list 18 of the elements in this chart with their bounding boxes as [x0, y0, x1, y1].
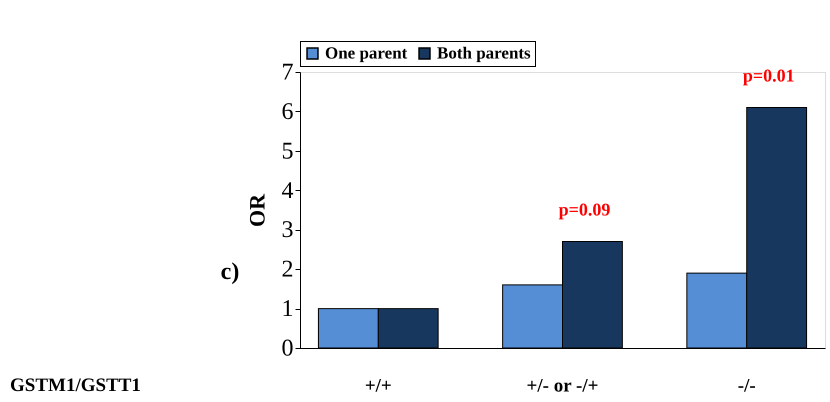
y-tick-label: 3 — [282, 217, 294, 244]
y-tick-label: 2 — [282, 256, 294, 283]
text: c) — [220, 259, 240, 285]
y-axis-title: OR — [244, 192, 270, 227]
y-tick-label: 7 — [282, 60, 294, 86]
annotation: p=0.09 — [558, 200, 610, 220]
x-tick-label: -/- — [738, 376, 756, 396]
y-tick-label: 6 — [282, 98, 294, 125]
annotation: p=0.01 — [742, 65, 795, 86]
x-tick-label: +/- or -/+ — [526, 376, 598, 396]
y-tick-label: 4 — [282, 178, 294, 204]
x-tick-label: +/+ — [364, 376, 392, 396]
y-tick-label: 1 — [282, 296, 294, 322]
legend-label: One parent — [325, 44, 408, 63]
legend-label: Both parents — [437, 44, 532, 63]
y-tick-label: 0 — [282, 336, 294, 362]
y-tick-label: 5 — [282, 138, 294, 164]
text: GSTM1/GSTT1 — [10, 375, 141, 396]
